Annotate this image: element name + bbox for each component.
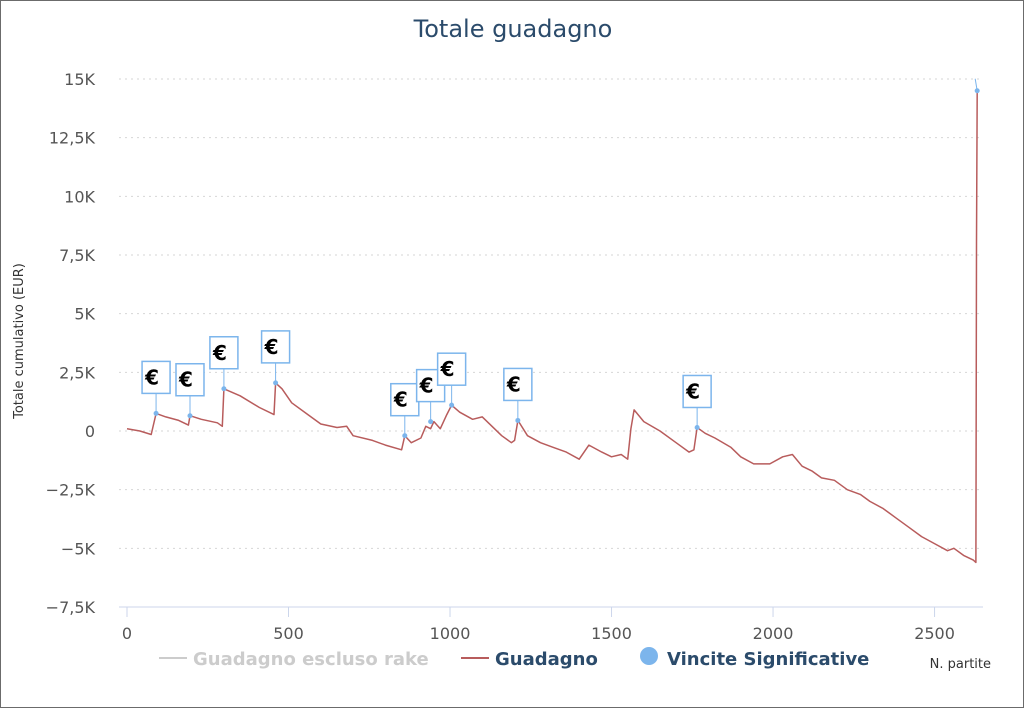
- flag-point: [221, 386, 226, 391]
- flag-point: [695, 425, 700, 430]
- y-tick-label: 12,5K: [49, 129, 96, 148]
- flag-point: [449, 403, 454, 408]
- series-line-guadagno: [127, 91, 977, 563]
- x-tick-label: 2000: [753, 624, 794, 643]
- x-axis: 0 500 1000 1500 2000 2500: [119, 607, 983, 643]
- euro-flag-label: €: [393, 388, 408, 412]
- y-tick-label: −2,5K: [46, 481, 96, 500]
- y-tick-label: 7,5K: [59, 246, 95, 265]
- x-tick-label: 500: [273, 624, 304, 643]
- chart-title: Totale guadagno: [413, 15, 613, 43]
- y-tick-label: 15K: [64, 70, 95, 89]
- flag-point: [428, 419, 433, 424]
- plot-lines: [127, 91, 977, 563]
- legend-label-guadagno: Guadagno: [495, 649, 598, 670]
- euro-flag-label: €: [264, 335, 279, 359]
- legend-label-guadagno-escluso-rake: Guadagno escluso rake: [193, 649, 429, 670]
- y-axis: −7,5K −5K −2,5K 0 2,5K 5K 7,5K 10K 12,5K 15K: [46, 70, 96, 617]
- euro-flag-label: €: [144, 365, 159, 389]
- flag-point: [975, 88, 980, 93]
- flag-point: [154, 411, 159, 416]
- y-tick-label: −5K: [61, 539, 96, 558]
- euro-flag-label: €: [419, 374, 434, 398]
- y-tick-label: −7,5K: [46, 598, 96, 617]
- euro-flag-label: €: [178, 368, 193, 392]
- x-tick-label: 1500: [591, 624, 632, 643]
- y-tick-label: 5K: [74, 305, 95, 324]
- flag-point: [273, 380, 278, 385]
- x-tick-label: 0: [122, 624, 132, 643]
- y-tick-label: 0: [85, 422, 95, 441]
- flag-point: [402, 433, 407, 438]
- y-axis-title: Totale cumulativo (EUR): [12, 263, 27, 420]
- legend-label-vincite-significative: Vincite Significative: [667, 649, 869, 670]
- y-tick-label: 10K: [64, 187, 95, 206]
- euro-flag-label: €: [685, 379, 700, 403]
- x-axis-title: N. partite: [930, 657, 991, 672]
- euro-flag-label: €: [212, 341, 227, 365]
- legend: Guadagno escluso rake Guadagno Vincite Sig…: [159, 647, 869, 670]
- euro-flag-label: €: [440, 357, 455, 381]
- flag-point: [515, 418, 520, 423]
- grid-lines: [119, 79, 983, 607]
- x-tick-label: 1000: [430, 624, 471, 643]
- euro-flag-label: €: [506, 372, 521, 396]
- flag-point: [187, 413, 192, 418]
- y-tick-label: 2,5K: [59, 363, 95, 382]
- x-tick-label: 2500: [914, 624, 955, 643]
- flag-markers: € €€ €€€€€ €: [142, 79, 980, 438]
- legend-symbol-vincite-significative: [640, 647, 658, 665]
